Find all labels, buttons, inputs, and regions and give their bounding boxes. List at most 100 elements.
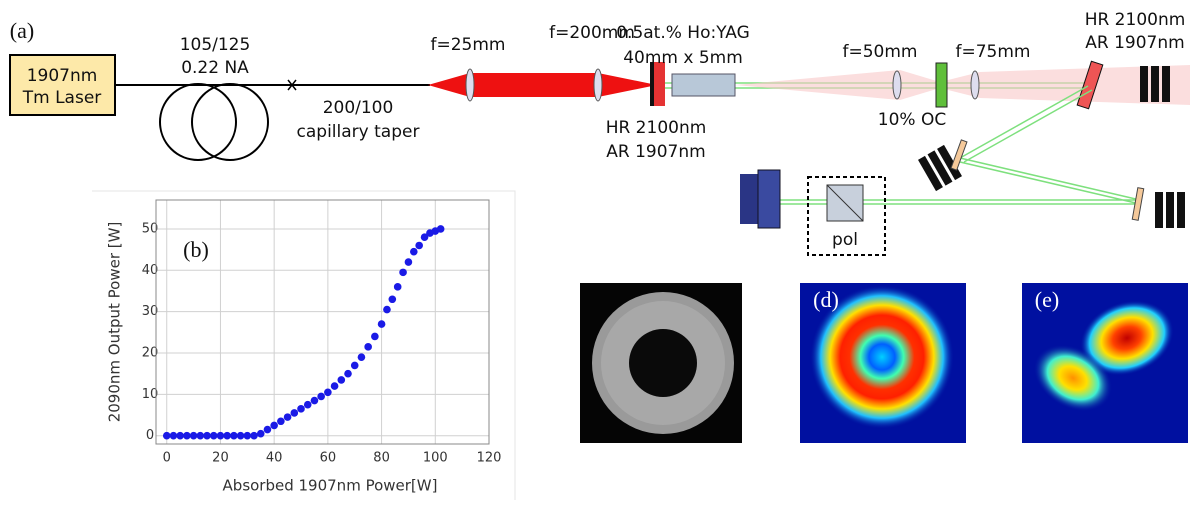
point — [330, 382, 339, 390]
chart: (b) Absorbed 1907nm Power[W] 2090nm Outp… — [92, 190, 516, 500]
point — [230, 431, 238, 440]
detector — [757, 169, 781, 229]
point — [209, 431, 218, 440]
point — [377, 320, 386, 328]
lens — [892, 70, 902, 100]
pump-beam — [428, 73, 652, 97]
y-tick-label: 30 — [142, 304, 159, 319]
point — [324, 388, 332, 397]
lens — [970, 70, 980, 100]
point — [420, 233, 429, 242]
polarizer-box — [807, 176, 886, 256]
laser-label: 1907nm — [27, 66, 98, 86]
x-tick-label: 80 — [373, 451, 390, 466]
point — [263, 425, 272, 434]
crystal — [671, 73, 736, 97]
detector — [740, 174, 758, 224]
input-mirror — [653, 62, 665, 106]
x-axis-label: Absorbed 1907nm Power[W] — [223, 477, 438, 495]
point — [176, 431, 184, 440]
x-tick-label: 0 — [163, 451, 171, 466]
fiber-coil — [191, 83, 269, 161]
polarizer-face — [826, 184, 864, 222]
lens — [465, 68, 475, 102]
point — [404, 258, 413, 266]
point — [196, 431, 205, 440]
point — [436, 225, 445, 233]
fiber-coil — [159, 83, 237, 161]
mode-image: (d) — [800, 283, 966, 443]
x-tick-label: 40 — [266, 451, 283, 466]
point — [223, 431, 231, 440]
point — [350, 361, 359, 370]
mode-image: (e) — [1022, 283, 1188, 443]
y-axis-label: 2090nm Output Power [W] — [106, 222, 124, 423]
crystal-label: 0.5at.% Ho:YAG — [616, 23, 750, 43]
fiber-label: 0.22 NA — [181, 58, 249, 78]
taper-label: capillary taper — [297, 122, 420, 142]
mirror — [950, 139, 968, 171]
mirror-label: HR 2100nm — [1085, 10, 1186, 30]
polarizer-label: pol — [832, 230, 858, 250]
point — [243, 431, 252, 440]
point — [337, 376, 346, 384]
mirror-label: AR 1907nm — [1085, 33, 1184, 53]
setup-diagram: (a) 1907nm Tm Laser 105/125 0.22 NA 200/… — [9, 10, 1190, 256]
oc-label: 10% OC — [878, 110, 946, 130]
taper-label: 200/100 — [323, 98, 394, 118]
panel-label: (e) — [1035, 287, 1059, 312]
laser-beam — [780, 85, 1141, 205]
lens — [593, 68, 603, 102]
point — [283, 413, 292, 421]
residual-pump — [735, 65, 1190, 105]
y-tick-label: 50 — [142, 221, 159, 236]
mirror-label: HR 2100nm — [606, 118, 707, 138]
annotation: (b) — [183, 237, 209, 262]
x-tick-label: 100 — [423, 451, 448, 466]
input-mirror-edge — [650, 62, 654, 106]
x-tick-label: 60 — [320, 451, 337, 466]
point — [189, 431, 198, 440]
point — [216, 431, 225, 440]
point — [277, 417, 285, 426]
fiber-image — [580, 283, 742, 443]
laser-box — [9, 54, 116, 116]
y-tick-label: 10 — [142, 387, 159, 402]
point — [317, 392, 325, 401]
point — [290, 409, 299, 417]
point — [270, 421, 278, 430]
point — [399, 268, 407, 277]
plot-frame — [155, 199, 490, 445]
lens-label: f=75mm — [956, 42, 1031, 62]
point — [303, 400, 312, 409]
lens-label: f=50mm — [843, 42, 918, 62]
point — [344, 369, 352, 378]
fiber-label: 105/125 — [180, 35, 251, 55]
point — [310, 396, 319, 405]
point — [169, 431, 178, 440]
point — [256, 429, 265, 438]
point — [250, 431, 258, 440]
laser-label: Tm Laser — [22, 88, 102, 108]
point — [388, 295, 397, 304]
mirror — [1131, 187, 1145, 221]
y-tick-label: 0 — [146, 428, 154, 443]
splice — [287, 79, 297, 91]
point — [415, 241, 423, 250]
point — [410, 247, 418, 256]
point — [183, 431, 191, 440]
point — [364, 343, 372, 351]
y-tick-label: 20 — [142, 346, 159, 361]
panel-label: (a) — [10, 18, 34, 43]
point — [357, 353, 366, 361]
mirror-label: AR 1907nm — [606, 142, 705, 162]
point — [203, 431, 211, 440]
point — [393, 283, 402, 291]
output-coupler — [935, 62, 948, 108]
lens-label: f=200mm — [549, 23, 635, 43]
point — [162, 431, 171, 440]
chart-frame — [92, 190, 516, 500]
crystal-label: 40mm x 5mm — [623, 48, 743, 68]
point — [371, 332, 379, 341]
